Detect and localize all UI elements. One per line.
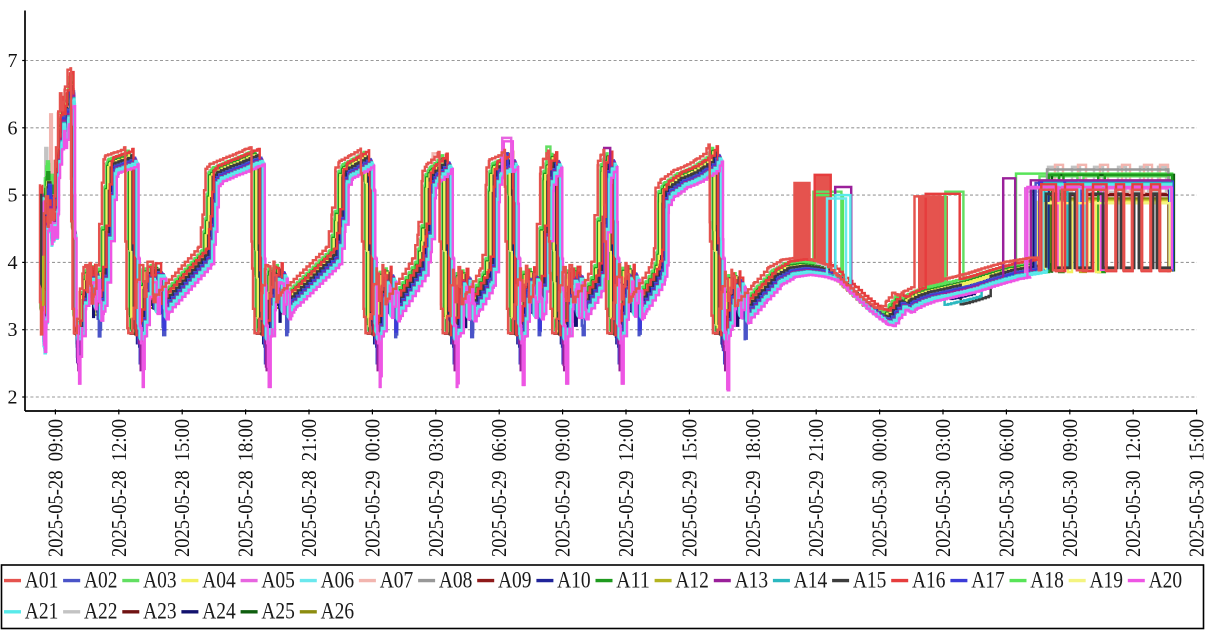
svg-text:4: 4 bbox=[8, 252, 18, 274]
svg-text:3: 3 bbox=[8, 319, 18, 341]
svg-text:A13: A13 bbox=[735, 568, 769, 594]
svg-text:2025-05-29 18:00: 2025-05-29 18:00 bbox=[741, 419, 765, 557]
svg-text:2025-05-30 12:00: 2025-05-30 12:00 bbox=[1121, 419, 1145, 557]
svg-text:A14: A14 bbox=[794, 568, 828, 594]
svg-text:2025-05-28 18:00: 2025-05-28 18:00 bbox=[234, 419, 258, 557]
svg-text:A05: A05 bbox=[261, 568, 295, 594]
svg-text:2025-05-29 09:00: 2025-05-29 09:00 bbox=[551, 419, 575, 557]
svg-text:A04: A04 bbox=[202, 568, 236, 594]
svg-text:A19: A19 bbox=[1090, 568, 1124, 594]
svg-text:A16: A16 bbox=[912, 568, 946, 594]
svg-text:2025-05-29 15:00: 2025-05-29 15:00 bbox=[677, 419, 701, 557]
svg-text:2025-05-30 15:00: 2025-05-30 15:00 bbox=[1185, 419, 1207, 557]
svg-text:A03: A03 bbox=[143, 568, 177, 594]
svg-text:2: 2 bbox=[8, 387, 18, 409]
svg-text:2025-05-30 00:00: 2025-05-30 00:00 bbox=[868, 419, 892, 557]
svg-text:A11: A11 bbox=[616, 568, 650, 594]
svg-text:2025-05-29 06:00: 2025-05-29 06:00 bbox=[487, 419, 511, 557]
svg-text:2025-05-29 12:00: 2025-05-29 12:00 bbox=[614, 419, 638, 557]
svg-text:A06: A06 bbox=[321, 568, 355, 594]
svg-text:A07: A07 bbox=[380, 568, 414, 594]
svg-text:A08: A08 bbox=[439, 568, 473, 594]
svg-text:A12: A12 bbox=[675, 568, 709, 594]
svg-text:A18: A18 bbox=[1030, 568, 1064, 594]
svg-text:A25: A25 bbox=[261, 599, 295, 625]
svg-text:2025-05-28 15:00: 2025-05-28 15:00 bbox=[170, 419, 194, 557]
svg-text:2025-05-30 06:00: 2025-05-30 06:00 bbox=[994, 419, 1018, 557]
svg-text:A10: A10 bbox=[557, 568, 591, 594]
svg-text:A20: A20 bbox=[1149, 568, 1183, 594]
svg-text:A26: A26 bbox=[321, 599, 355, 625]
svg-text:A01: A01 bbox=[25, 568, 59, 594]
svg-text:6: 6 bbox=[8, 117, 18, 139]
svg-text:A17: A17 bbox=[971, 568, 1005, 594]
svg-text:2025-05-29 21:00: 2025-05-29 21:00 bbox=[804, 419, 828, 557]
svg-text:2025-05-30 03:00: 2025-05-30 03:00 bbox=[931, 419, 955, 557]
svg-text:A22: A22 bbox=[84, 599, 118, 625]
svg-text:A24: A24 bbox=[202, 599, 236, 625]
svg-text:A15: A15 bbox=[853, 568, 887, 594]
svg-text:2025-05-29 00:00: 2025-05-29 00:00 bbox=[360, 419, 384, 557]
svg-text:A21: A21 bbox=[25, 599, 59, 625]
svg-text:5: 5 bbox=[8, 185, 18, 207]
svg-text:2025-05-28 09:00: 2025-05-28 09:00 bbox=[43, 419, 67, 557]
svg-text:7: 7 bbox=[8, 50, 18, 72]
svg-text:2025-05-30 09:00: 2025-05-30 09:00 bbox=[1058, 419, 1082, 557]
svg-text:2025-05-29 03:00: 2025-05-29 03:00 bbox=[424, 419, 448, 557]
svg-text:2025-05-28 21:00: 2025-05-28 21:00 bbox=[297, 419, 321, 557]
svg-text:A09: A09 bbox=[498, 568, 532, 594]
svg-text:2025-05-28 12:00: 2025-05-28 12:00 bbox=[107, 419, 131, 557]
svg-text:A23: A23 bbox=[143, 599, 177, 625]
svg-text:A02: A02 bbox=[84, 568, 118, 594]
